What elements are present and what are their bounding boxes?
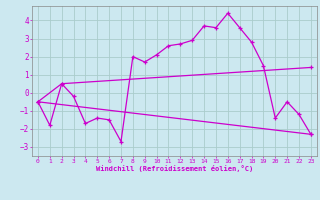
X-axis label: Windchill (Refroidissement éolien,°C): Windchill (Refroidissement éolien,°C) bbox=[96, 165, 253, 172]
